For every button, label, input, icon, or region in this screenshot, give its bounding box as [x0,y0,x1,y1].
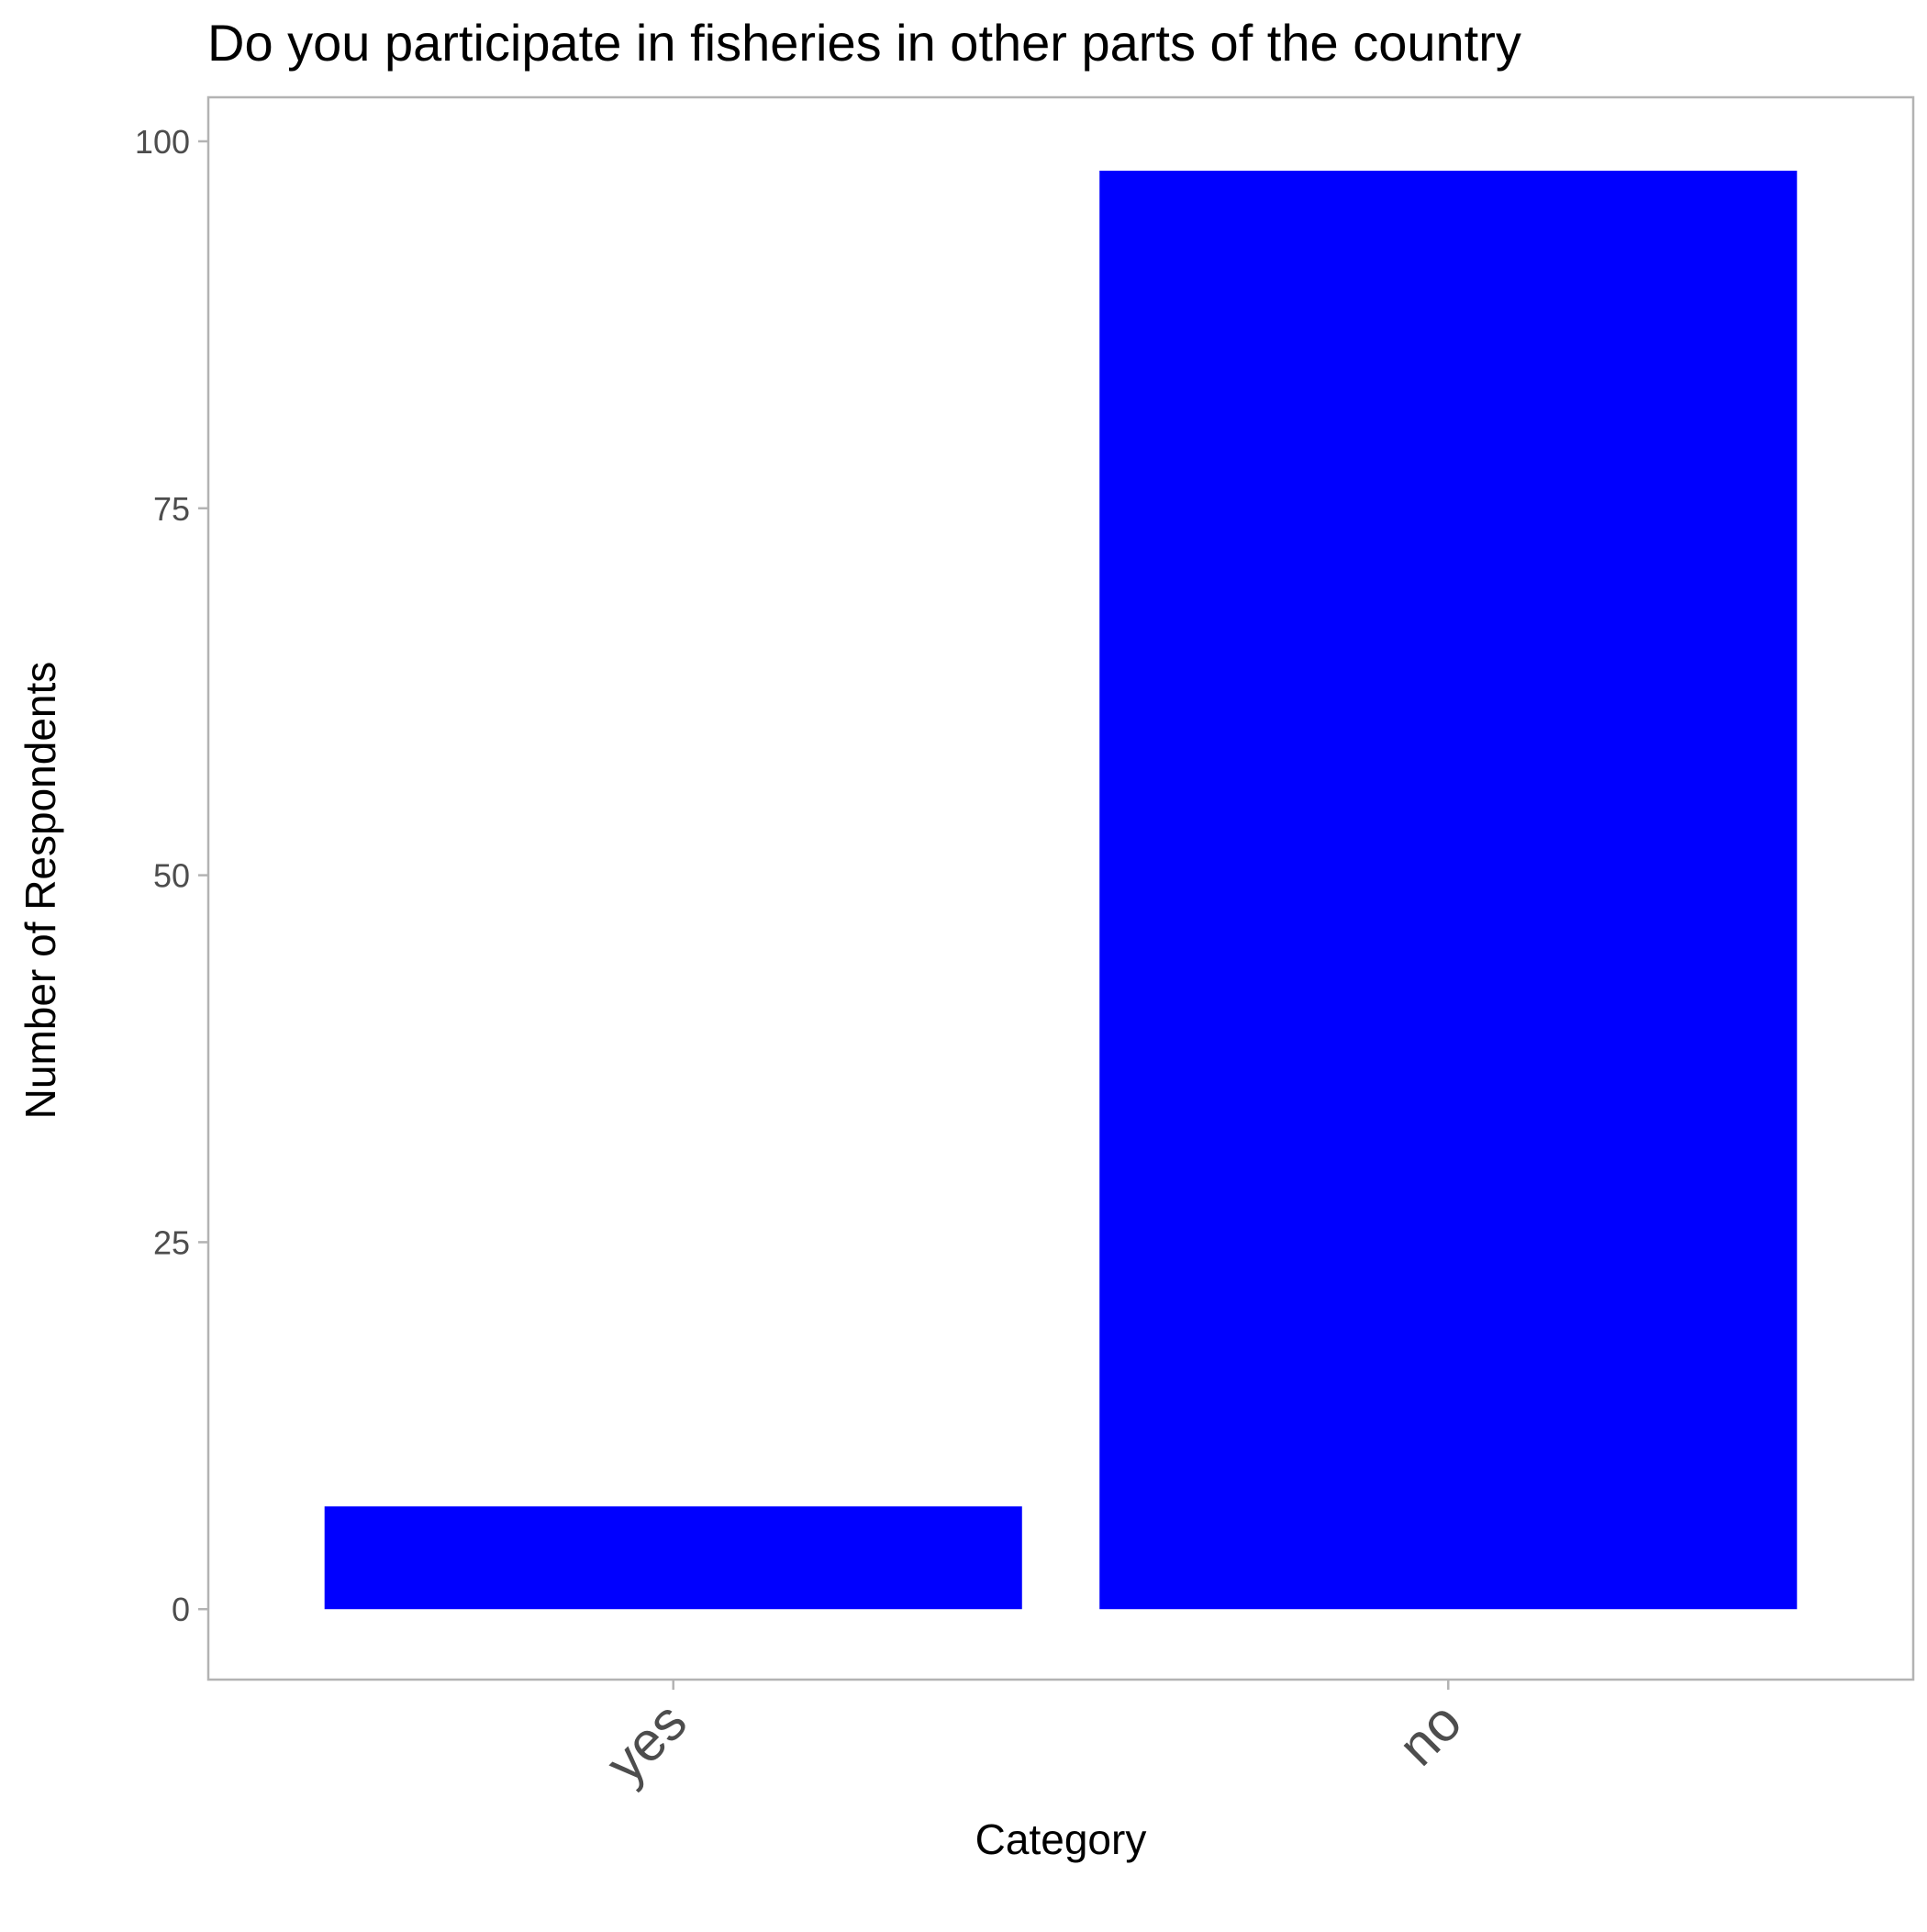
y-tick-label-25: 25 [153,1223,190,1261]
y-axis-label: Number of Respondents [17,662,64,1120]
bar-no [1099,170,1798,1610]
y-tick-label-0: 0 [172,1591,190,1628]
chart-title: Do you participate in fisheries in other… [207,14,1521,72]
y-axis: 0 25 50 75 100 [135,123,208,1628]
bars-group [324,170,1798,1610]
y-tick-label-75: 75 [153,490,190,528]
plot-panel-border [206,95,1915,1681]
y-tick-label-100: 100 [135,123,190,161]
y-tick-label-50: 50 [153,857,190,895]
bar-yes [324,1506,1022,1610]
x-axis-label: Category [975,1815,1147,1863]
